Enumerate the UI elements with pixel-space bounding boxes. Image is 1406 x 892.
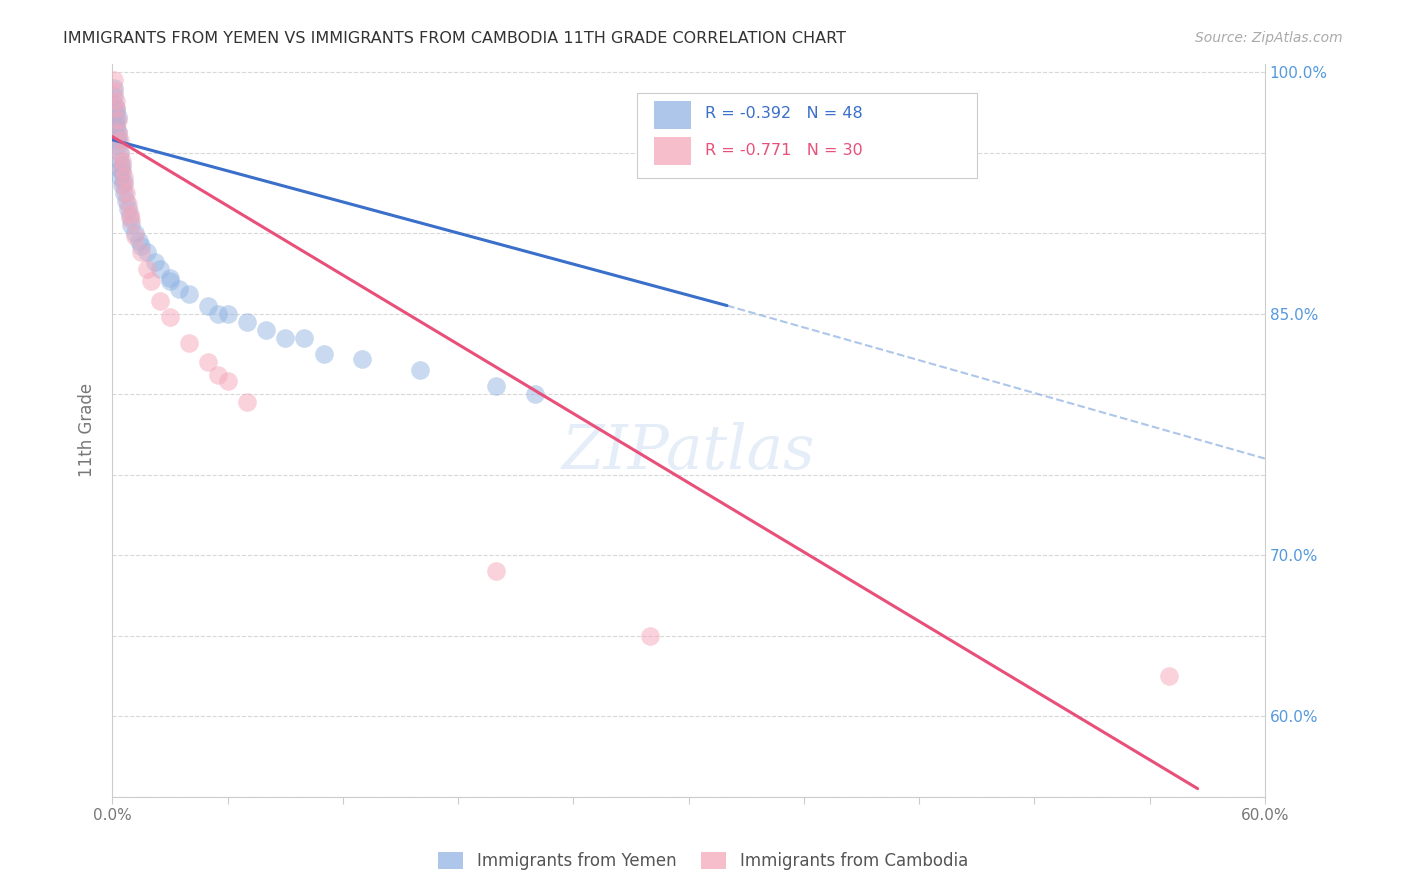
Point bbox=[197, 299, 219, 313]
Point bbox=[114, 194, 136, 208]
Point bbox=[107, 110, 129, 124]
Point bbox=[112, 169, 135, 184]
Point bbox=[111, 165, 134, 179]
Point bbox=[149, 261, 172, 276]
Point bbox=[149, 293, 172, 308]
Point bbox=[118, 207, 141, 221]
Point bbox=[107, 125, 129, 139]
Point bbox=[105, 105, 128, 120]
Point bbox=[103, 89, 125, 103]
Point bbox=[105, 94, 128, 108]
Point bbox=[207, 368, 229, 382]
Point bbox=[108, 161, 131, 176]
Point bbox=[103, 81, 125, 95]
Point bbox=[111, 153, 134, 168]
Point bbox=[129, 245, 152, 260]
Point bbox=[111, 161, 134, 176]
Point bbox=[108, 145, 131, 160]
Point bbox=[107, 113, 129, 128]
Point bbox=[103, 73, 125, 87]
Point bbox=[114, 186, 136, 200]
Point bbox=[235, 315, 257, 329]
Point bbox=[107, 133, 129, 147]
Point bbox=[108, 145, 131, 160]
Point bbox=[135, 261, 157, 276]
Text: R = -0.392   N = 48: R = -0.392 N = 48 bbox=[704, 106, 862, 121]
Point bbox=[108, 153, 131, 168]
Point bbox=[143, 255, 166, 269]
Point bbox=[124, 226, 146, 240]
Point bbox=[235, 395, 257, 409]
Point bbox=[217, 307, 239, 321]
Point bbox=[108, 133, 131, 147]
Point bbox=[292, 331, 315, 345]
Point bbox=[117, 202, 139, 216]
FancyBboxPatch shape bbox=[637, 94, 977, 178]
Point bbox=[112, 186, 135, 200]
Point bbox=[169, 283, 191, 297]
Point bbox=[485, 564, 508, 578]
Point bbox=[1157, 669, 1180, 683]
Point bbox=[523, 387, 546, 401]
Point bbox=[408, 363, 430, 377]
Point bbox=[124, 229, 146, 244]
Point bbox=[638, 629, 661, 643]
Point bbox=[312, 347, 335, 361]
Text: R = -0.771   N = 30: R = -0.771 N = 30 bbox=[704, 143, 862, 158]
Point bbox=[112, 178, 135, 192]
Text: Source: ZipAtlas.com: Source: ZipAtlas.com bbox=[1195, 31, 1343, 45]
Point bbox=[105, 101, 128, 115]
Bar bbox=[654, 137, 690, 165]
Point bbox=[350, 351, 373, 366]
Point bbox=[254, 323, 277, 337]
Point bbox=[105, 113, 128, 128]
Point bbox=[135, 245, 157, 260]
Point bbox=[485, 379, 508, 393]
Point bbox=[105, 121, 128, 136]
Point bbox=[107, 125, 129, 139]
Point bbox=[159, 271, 181, 285]
Point bbox=[118, 210, 141, 224]
Text: ZIPatlas: ZIPatlas bbox=[562, 422, 815, 483]
Point bbox=[159, 310, 181, 324]
Point bbox=[217, 374, 239, 388]
Point bbox=[120, 218, 142, 232]
Point bbox=[105, 101, 128, 115]
Point bbox=[139, 275, 162, 289]
Point bbox=[120, 213, 142, 227]
Point bbox=[105, 117, 128, 131]
Y-axis label: 11th Grade: 11th Grade bbox=[79, 384, 96, 477]
Point bbox=[107, 129, 129, 144]
Point bbox=[177, 287, 200, 301]
Point bbox=[108, 169, 131, 184]
Point bbox=[103, 85, 125, 99]
Point bbox=[112, 175, 135, 189]
Point bbox=[159, 275, 181, 289]
Legend: Immigrants from Yemen, Immigrants from Cambodia: Immigrants from Yemen, Immigrants from C… bbox=[432, 845, 974, 877]
Point bbox=[207, 307, 229, 321]
Point bbox=[107, 137, 129, 152]
Point bbox=[111, 178, 134, 192]
Text: IMMIGRANTS FROM YEMEN VS IMMIGRANTS FROM CAMBODIA 11TH GRADE CORRELATION CHART: IMMIGRANTS FROM YEMEN VS IMMIGRANTS FROM… bbox=[63, 31, 846, 46]
Point bbox=[111, 159, 134, 173]
Point bbox=[128, 234, 150, 248]
Bar bbox=[654, 101, 690, 128]
Point bbox=[197, 355, 219, 369]
Point bbox=[274, 331, 297, 345]
Point bbox=[117, 197, 139, 211]
Point bbox=[103, 97, 125, 112]
Point bbox=[177, 335, 200, 350]
Point bbox=[129, 239, 152, 253]
